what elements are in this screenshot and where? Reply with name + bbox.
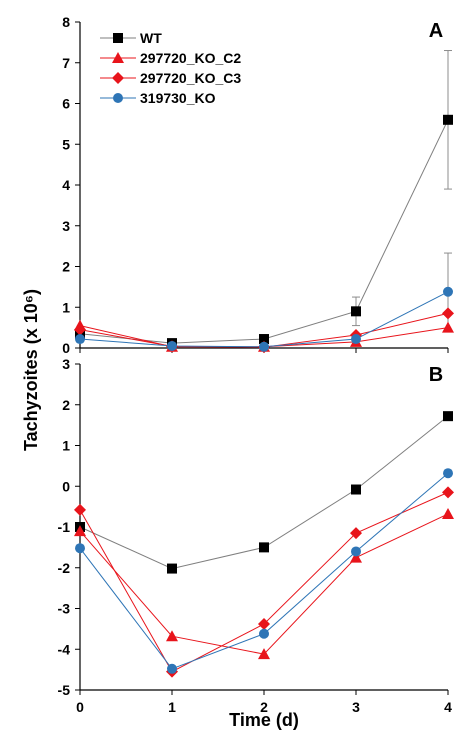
panel-b: -5 -4 -3 -2 -1 0 1 2 3 0 1 2 3 4 B <box>58 356 454 715</box>
x-tick-label: 1 <box>168 699 176 715</box>
legend-marker <box>113 33 123 43</box>
data-point <box>350 551 362 563</box>
x-tick-label: 4 <box>444 699 452 715</box>
data-point <box>442 321 454 333</box>
y-tick-label: 4 <box>62 177 70 193</box>
y-tick-label: 1 <box>62 438 70 454</box>
data-point <box>167 563 177 574</box>
y-tick-label: 5 <box>62 136 70 152</box>
data-point <box>443 411 453 422</box>
data-point <box>351 334 361 345</box>
y-tick-label: -3 <box>58 601 71 617</box>
x-tick-label: 2 <box>260 699 268 715</box>
data-point <box>74 323 86 336</box>
data-point <box>259 341 269 352</box>
legend-label: 297720_KO_C3 <box>140 70 241 86</box>
x-tick-label: 0 <box>76 699 84 715</box>
data-point <box>166 630 178 642</box>
y-tick-label: 2 <box>62 397 70 413</box>
series-line <box>79 119 449 344</box>
y-tick-label: -5 <box>58 682 71 698</box>
data-point <box>259 628 269 639</box>
y-tick-label: 0 <box>62 478 70 494</box>
data-point <box>258 648 270 660</box>
data-point <box>442 507 454 519</box>
data-point <box>259 542 269 553</box>
y-tick-label: 2 <box>62 259 70 275</box>
legend-label: 297720_KO_C2 <box>140 50 241 66</box>
panel-a: 0 1 2 3 4 5 6 7 8 A WT 297720_KO_C2 297720_KO_C3 3197… <box>62 14 454 356</box>
y-tick-label: 7 <box>62 55 70 71</box>
y-tick-label: -1 <box>58 519 71 535</box>
data-point <box>350 527 362 540</box>
y-tick-label: 3 <box>62 356 70 372</box>
data-point <box>443 286 453 297</box>
y-tick-label: 8 <box>62 14 70 30</box>
y-tick-label: 1 <box>62 299 70 315</box>
data-point <box>258 617 270 630</box>
legend-marker <box>112 52 124 63</box>
data-point <box>75 334 85 345</box>
data-point <box>351 484 361 495</box>
data-point <box>443 114 453 125</box>
data-point <box>351 546 361 557</box>
legend-marker <box>112 72 124 84</box>
legend: WT 297720_KO_C2 297720_KO_C3 319730_KO <box>100 30 241 106</box>
data-point <box>259 334 269 345</box>
y-tick-label: 3 <box>62 218 70 234</box>
data-point <box>74 503 86 516</box>
y-tick-label: -2 <box>58 560 71 576</box>
data-point <box>442 486 454 499</box>
legend-label: WT <box>140 30 162 46</box>
data-point <box>442 307 454 320</box>
data-point <box>75 543 85 554</box>
series-line <box>79 472 449 670</box>
y-tick-label: 0 <box>62 340 70 356</box>
data-point <box>167 340 177 351</box>
data-point <box>443 468 453 479</box>
panel-label: A <box>429 20 443 42</box>
data-point <box>351 306 361 317</box>
x-tick-label: 3 <box>352 699 360 715</box>
data-point <box>74 525 86 537</box>
y-tick-label: -4 <box>58 641 71 657</box>
legend-marker <box>113 93 123 103</box>
legend-label: 319730_KO <box>140 90 216 106</box>
x-axis-title: Time (d) <box>229 710 299 730</box>
series-line <box>79 491 449 673</box>
y-tick-label: 6 <box>62 96 70 112</box>
y-axis-title: Tachyzoites (x 10⁶) <box>21 289 41 451</box>
panel-label: B <box>429 364 443 386</box>
data-point <box>167 663 177 674</box>
